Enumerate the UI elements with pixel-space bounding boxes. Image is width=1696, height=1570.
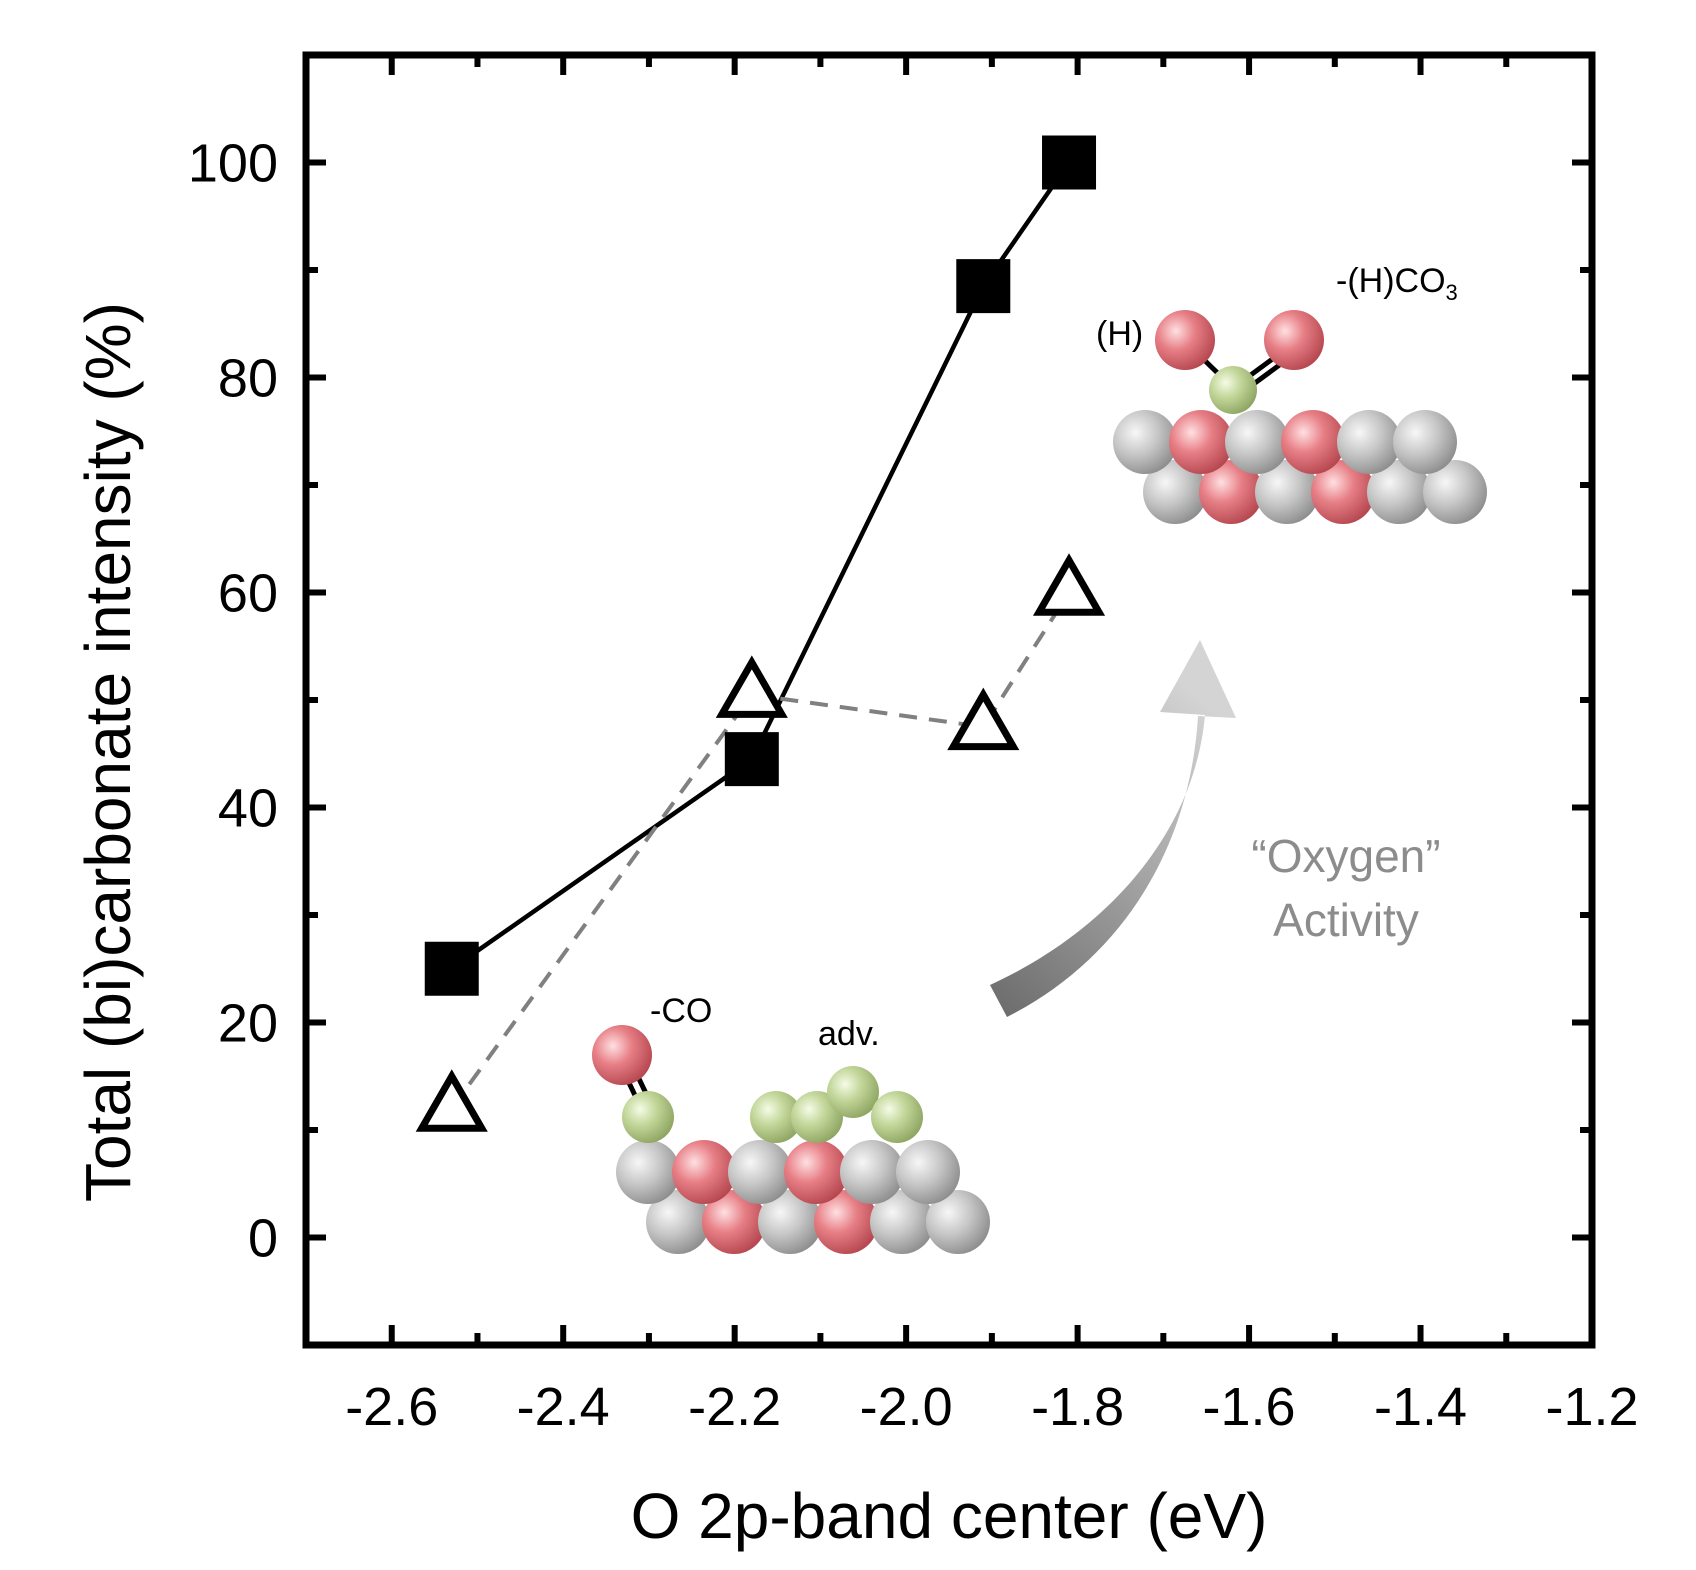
series-2-line xyxy=(450,591,1071,1110)
x-axis-title: O 2p-band center (eV) xyxy=(631,1480,1268,1552)
carbonate-structure-inset xyxy=(1113,310,1487,524)
subsurface-oxygen-atom xyxy=(702,1190,766,1254)
surface-metal-atom xyxy=(840,1140,904,1204)
adv-label: adv. xyxy=(818,1015,880,1053)
surface-metal-atom xyxy=(1337,410,1401,474)
y-tick-label: 80 xyxy=(218,349,278,409)
x-tick-label: -1.2 xyxy=(1545,1377,1638,1437)
y-tick-label: 0 xyxy=(248,1209,278,1269)
carbonate-label: -(H)CO3 xyxy=(1336,262,1458,305)
adventitious-carbon-atom xyxy=(750,1091,802,1143)
adventitious-carbon-atom xyxy=(827,1066,879,1118)
series-1-line xyxy=(450,161,1071,971)
x-tick-label: -2.0 xyxy=(860,1377,953,1437)
y-tick-label: 100 xyxy=(188,134,278,194)
surface-metal-atom xyxy=(1393,410,1457,474)
oxygen-activity-label-2: Activity xyxy=(1273,894,1419,946)
y-tick-label: 40 xyxy=(218,779,278,839)
subsurface-metal-atom xyxy=(1255,460,1319,524)
co-oxygen-atom xyxy=(592,1025,652,1085)
co-label: -CO xyxy=(650,992,712,1030)
x-tick-label: -1.8 xyxy=(1031,1377,1124,1437)
subsurface-metal-atom xyxy=(1367,460,1431,524)
surface-metal-atom xyxy=(616,1140,680,1204)
surface-metal-atom xyxy=(728,1140,792,1204)
surface-oxygen-atom xyxy=(672,1140,736,1204)
x-tick-label: -1.4 xyxy=(1374,1377,1467,1437)
carbonate-oxygen-atom xyxy=(1264,310,1324,370)
co-carbon-atom xyxy=(622,1091,674,1143)
carbonate-label-main: -(H)CO xyxy=(1336,262,1446,300)
surface-oxygen-atom xyxy=(1169,410,1233,474)
subsurface-metal-atom xyxy=(1423,460,1487,524)
adventitious-carbon-atom xyxy=(871,1091,923,1143)
triangle-point xyxy=(947,687,1020,751)
carbonate-carbon-atom xyxy=(1209,366,1257,414)
square-point xyxy=(424,941,479,996)
y-tick-label: 20 xyxy=(218,994,278,1054)
subsurface-oxygen-atom xyxy=(1199,460,1263,524)
carbonate-oxygen-atom xyxy=(1155,310,1215,370)
y-tick-label: 60 xyxy=(218,564,278,624)
triangle-point xyxy=(1032,553,1106,616)
triangle-point xyxy=(715,655,788,718)
x-tick-label: -2.6 xyxy=(345,1377,438,1437)
oxygen-activity-label-1: “Oxygen” xyxy=(1251,830,1440,882)
surface-oxygen-atom xyxy=(1281,410,1345,474)
square-point xyxy=(956,259,1011,314)
surface-oxygen-atom xyxy=(784,1140,848,1204)
co-structure-inset xyxy=(592,1025,990,1254)
carbonate-label-subscript: 3 xyxy=(1446,280,1458,305)
surface-metal-atom xyxy=(1113,410,1177,474)
subsurface-metal-atom xyxy=(758,1190,822,1254)
oxygen-activity-arrow xyxy=(990,640,1236,1017)
x-tick-label: -1.6 xyxy=(1203,1377,1296,1437)
subsurface-metal-atom xyxy=(926,1190,990,1254)
x-tick-label: -2.4 xyxy=(517,1377,610,1437)
subsurface-oxygen-atom xyxy=(814,1190,878,1254)
y-axis-title: Total (bi)carbonate intensity (%) xyxy=(72,302,144,1202)
subsurface-oxygen-atom xyxy=(1311,460,1375,524)
square-point xyxy=(724,732,779,787)
triangle-point xyxy=(415,1069,488,1132)
square-point xyxy=(1042,135,1097,190)
subsurface-metal-atom xyxy=(646,1190,710,1254)
hydrogen-label: (H) xyxy=(1096,315,1143,353)
subsurface-metal-atom xyxy=(870,1190,934,1254)
x-tick-label: -2.2 xyxy=(688,1377,781,1437)
surface-metal-atom xyxy=(896,1140,960,1204)
subsurface-metal-atom xyxy=(1143,460,1207,524)
surface-metal-atom xyxy=(1225,410,1289,474)
